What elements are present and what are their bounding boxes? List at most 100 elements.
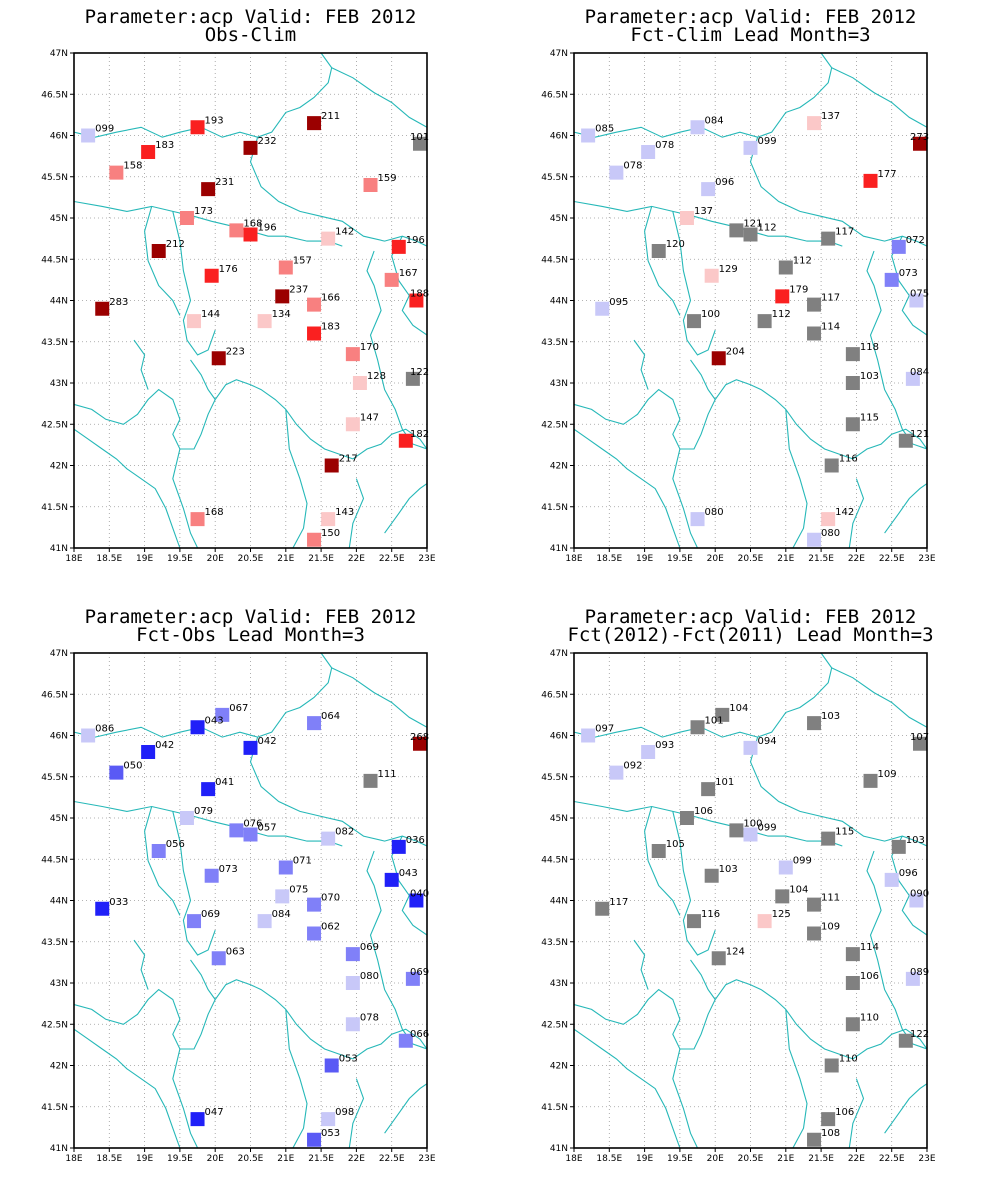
station-marker — [345, 1017, 360, 1032]
station-marker — [909, 893, 924, 908]
station-label: 124 — [726, 946, 745, 957]
station-label: 106 — [860, 971, 879, 982]
station-label: 099 — [95, 124, 114, 135]
station-label: 114 — [821, 322, 840, 333]
y-tick-label: 45.5N — [541, 773, 568, 783]
station-label: 066 — [410, 1029, 429, 1040]
station-marker — [324, 458, 339, 473]
boundary-line — [690, 359, 716, 400]
boundary-line — [391, 835, 427, 936]
station-marker — [821, 231, 836, 246]
station-marker — [891, 839, 906, 854]
x-tick-label: 22E — [348, 1154, 365, 1164]
boundary-line — [672, 448, 698, 548]
station-label: 082 — [335, 827, 354, 838]
station-marker — [307, 116, 322, 131]
station-label: 111 — [378, 769, 397, 780]
station-marker — [704, 268, 719, 283]
boundary-line — [133, 939, 149, 990]
station-marker — [391, 839, 406, 854]
station-marker — [807, 716, 822, 731]
boundary-line — [574, 379, 787, 450]
x-tick-label: 20.5E — [238, 554, 264, 564]
station-label: 092 — [623, 761, 642, 772]
station-label: 104 — [729, 703, 748, 714]
station-marker — [405, 971, 420, 986]
station-marker — [905, 371, 920, 386]
station-label: 078 — [623, 161, 642, 172]
station-marker — [687, 914, 702, 929]
station-label: 109 — [878, 769, 897, 780]
station-label: 111 — [821, 893, 840, 904]
station-label: 212 — [166, 239, 185, 250]
station-marker — [743, 827, 758, 842]
x-tick-label: 18E — [65, 1154, 82, 1164]
boundary-line — [144, 806, 181, 916]
station-label: 143 — [335, 507, 354, 518]
panel-title: Parameter:acp Valid: FEB 2012 — [585, 6, 917, 28]
station-marker — [807, 897, 822, 912]
station-marker — [391, 239, 406, 254]
x-tick-label: 22E — [848, 554, 865, 564]
x-tick-label: 21.5E — [808, 554, 834, 564]
station-label: 101 — [715, 777, 734, 788]
station-marker — [778, 860, 793, 875]
station-marker — [729, 223, 744, 238]
station-marker — [187, 914, 202, 929]
boundary-line — [785, 409, 927, 460]
x-tick-label: 19E — [136, 554, 153, 564]
station-marker — [81, 728, 96, 743]
station-label: 211 — [321, 111, 340, 122]
station-label: 075 — [289, 884, 308, 895]
station-marker — [345, 347, 360, 362]
boundary-line — [190, 959, 216, 1000]
station-label: 196 — [258, 223, 277, 234]
boundary-line — [285, 1009, 427, 1060]
station-label: 179 — [789, 284, 808, 295]
station-label: 168 — [205, 507, 224, 518]
station-label: 057 — [258, 823, 277, 834]
station-label: 166 — [321, 293, 340, 304]
y-tick-label: 46N — [50, 732, 68, 742]
station-marker — [609, 765, 624, 780]
station-label: 042 — [258, 736, 277, 747]
station-marker — [190, 512, 205, 527]
station-marker — [187, 314, 202, 329]
station-label: 129 — [719, 264, 738, 275]
station-marker — [211, 351, 226, 366]
station-label: 183 — [155, 140, 174, 151]
station-marker — [211, 951, 226, 966]
station-label: 097 — [595, 724, 614, 735]
y-tick-label: 41N — [550, 544, 568, 554]
y-tick-label: 41N — [550, 1144, 568, 1154]
boundary-line — [749, 736, 927, 847]
boundary-line — [172, 811, 216, 956]
station-marker — [95, 301, 110, 316]
station-marker — [775, 889, 790, 904]
x-tick-label: 21E — [777, 1154, 794, 1164]
x-tick-label: 21.5E — [308, 554, 334, 564]
x-tick-label: 21.5E — [308, 1154, 334, 1164]
station-label: 047 — [205, 1107, 224, 1118]
boundary-line — [74, 428, 181, 548]
y-tick-label: 47N — [550, 49, 568, 59]
boundary-line — [133, 339, 149, 390]
station-label: 086 — [95, 724, 114, 735]
station-marker — [384, 272, 399, 287]
station-label: 106 — [835, 1107, 854, 1118]
station-marker — [275, 889, 290, 904]
station-marker — [729, 823, 744, 838]
boundary-line — [574, 200, 843, 247]
boundary-line — [249, 736, 427, 847]
station-marker — [307, 297, 322, 312]
y-tick-label: 46N — [550, 132, 568, 142]
boundary-line — [348, 478, 365, 548]
station-label: 041 — [215, 777, 234, 788]
boundary-line — [172, 211, 216, 356]
station-marker — [807, 1132, 822, 1147]
station-marker — [278, 260, 293, 275]
station-marker — [690, 720, 705, 735]
station-label: 170 — [360, 342, 379, 353]
